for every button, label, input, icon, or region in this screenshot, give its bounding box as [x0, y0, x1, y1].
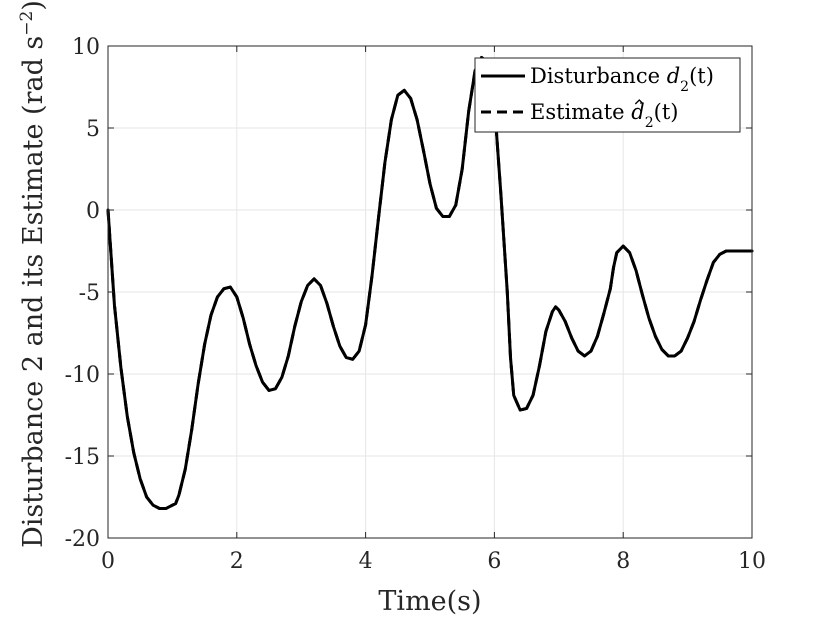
legend-label-disturbance-text: Disturbance — [530, 64, 667, 88]
x-tick-label: 8 — [616, 549, 630, 574]
legend-label-disturbance-args: (t) — [689, 64, 714, 88]
legend-label-estimate-subscript: 2 — [645, 115, 654, 131]
legend-label-disturbance-symbol: d — [667, 64, 680, 88]
y-tick-label: 0 — [86, 199, 100, 224]
y-tick-label: 5 — [86, 117, 100, 142]
legend-label-estimate: Estimate d2(t) — [530, 100, 678, 131]
x-tick-label: 0 — [101, 549, 115, 574]
x-tick-label: 4 — [359, 549, 373, 574]
x-tick-label: 6 — [487, 549, 501, 574]
legend-label-disturbance: Disturbance d2(t) — [530, 64, 714, 95]
legend-label-estimate-symbol: d — [631, 100, 644, 124]
y-tick-label: -10 — [65, 363, 100, 388]
y-axis-label-main: Disturbance 2 and its Estimate (rad s — [18, 36, 49, 548]
series-line-estimate — [106, 55, 752, 510]
legend-box — [474, 57, 741, 133]
legend-label-estimate-args: (t) — [654, 100, 679, 124]
legend-entry-estimate: Estimate d2(t) — [481, 99, 678, 131]
x-axis-label: Time(s) — [378, 586, 481, 617]
y-axis-label: Disturbance 2 and its Estimate (rad s−2) — [17, 0, 49, 548]
y-tick-label: 10 — [72, 35, 100, 60]
x-tick-label: 2 — [230, 549, 244, 574]
y-axis-label-close: ) — [18, 0, 49, 11]
legend-label-estimate-text: Estimate — [530, 100, 631, 124]
x-tick-label: 10 — [738, 549, 766, 574]
axis-ticks: 0 2 4 6 8 10 -20 -15 -10 -5 0 5 10 — [65, 35, 766, 574]
grid — [107, 45, 753, 539]
legend-entry-disturbance: Disturbance d2(t) — [481, 64, 714, 95]
y-tick-label: -15 — [65, 445, 100, 470]
legend: Disturbance d2(t) Estimate d2(t) — [474, 57, 741, 133]
y-tick-label: -20 — [65, 527, 100, 552]
y-axis-label-superscript: −2 — [17, 11, 37, 36]
y-tick-label: -5 — [79, 281, 100, 306]
plot-lines — [106, 55, 754, 510]
legend-hat-accent — [634, 99, 644, 105]
legend-label-disturbance-subscript: 2 — [680, 79, 689, 95]
